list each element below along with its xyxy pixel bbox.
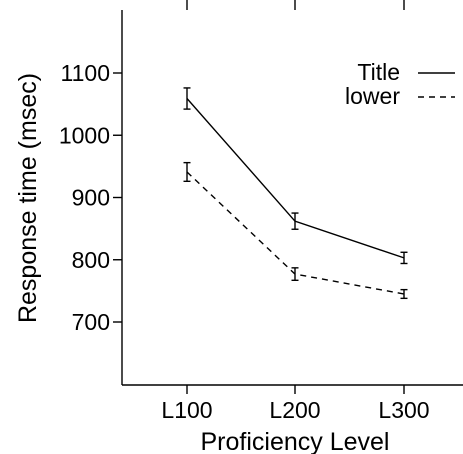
y-axis-title: Response time (msec) xyxy=(14,73,42,323)
error-bar xyxy=(400,288,408,300)
error-bar xyxy=(291,267,299,281)
series-line xyxy=(186,98,405,259)
x-axis-title: Proficiency Level xyxy=(201,428,390,454)
error-bar xyxy=(183,87,191,110)
x-tick-label: L200 xyxy=(269,397,320,423)
series-lower xyxy=(183,161,408,300)
series-layer xyxy=(183,87,408,300)
y-tick-label: 700 xyxy=(72,309,110,335)
y-tick-label: 1000 xyxy=(59,122,110,148)
plot-frame xyxy=(121,0,463,386)
x-axis-ticks: L100 L200 L300 xyxy=(161,385,430,423)
error-bar xyxy=(291,212,299,230)
x-tick-label: L300 xyxy=(378,397,429,423)
x-tick-label: L100 xyxy=(161,397,212,423)
series-title xyxy=(183,87,408,265)
error-bar xyxy=(400,251,408,265)
y-axis-ticks: 700 800 900 1000 1100 xyxy=(59,60,122,335)
legend-label: Title xyxy=(357,59,400,85)
legend-label: lower xyxy=(345,83,400,109)
y-tick-label: 1100 xyxy=(61,60,110,86)
y-tick-label: 900 xyxy=(72,185,110,211)
y-tick-label: 800 xyxy=(72,247,110,273)
error-bar xyxy=(183,161,191,183)
